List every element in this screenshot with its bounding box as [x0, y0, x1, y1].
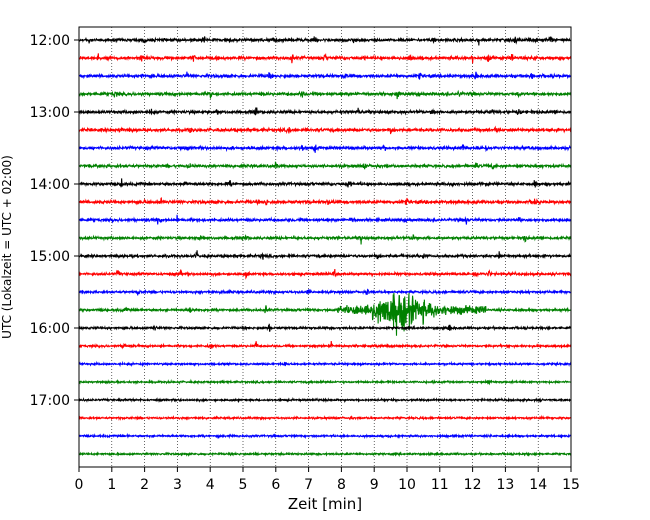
x-tick-label-4: 4: [206, 477, 215, 493]
trace-1200: [78, 36, 572, 46]
x-tick-label-2: 2: [140, 477, 149, 493]
trace-1230: [78, 71, 572, 80]
x-axis-label: Zeit [min]: [288, 495, 362, 513]
x-tick-label-5: 5: [239, 477, 248, 493]
y-tick-label-1600: 16:00: [30, 321, 70, 337]
trace-1500: [78, 250, 572, 260]
x-tick-label-1: 1: [107, 477, 116, 493]
trace-1445: [78, 234, 572, 245]
trace-1645: [78, 378, 572, 386]
x-tick-label-0: 0: [75, 477, 84, 493]
trace-1745: [78, 451, 572, 458]
trace-1215: [78, 52, 572, 64]
y-tick-label-1700: 17:00: [30, 393, 70, 409]
x-tick-label-7: 7: [304, 477, 313, 493]
x-tick-label-13: 13: [496, 477, 514, 493]
y-tick-label-1400: 14:00: [30, 177, 70, 193]
trace-1245: [78, 89, 572, 100]
trace-1530: [78, 288, 572, 296]
plot-frame: [78, 26, 572, 468]
trace-1315: [78, 125, 572, 135]
trace-1715: [78, 414, 572, 421]
trace-1600: [78, 323, 572, 332]
y-tick-label-1200: 12:00: [30, 33, 70, 49]
trace-1330: [78, 143, 572, 153]
x-axis: 0 1 2 3 4 5 6 7 8 9 10 11 12 13 14 15: [75, 467, 580, 493]
x-gridlines: [111, 27, 539, 467]
y-tick-label-1300: 13:00: [30, 105, 70, 121]
x-tick-label-10: 10: [398, 477, 416, 493]
seismogram-traces: [78, 36, 572, 458]
x-tick-label-8: 8: [337, 477, 346, 493]
trace-1345: [78, 161, 572, 170]
trace-1415: [78, 197, 572, 206]
y-axis: 12:00 13:00 14:00 15:00 16:00 17:00: [30, 33, 79, 409]
trace-1730: [78, 432, 572, 440]
trace-1700: [78, 396, 572, 404]
x-tick-label-9: 9: [370, 477, 379, 493]
x-tick-label-11: 11: [431, 477, 449, 493]
trace-1300: [78, 107, 572, 116]
y-tick-label-1500: 15:00: [30, 249, 70, 265]
x-tick-label-14: 14: [529, 477, 547, 493]
x-tick-label-6: 6: [271, 477, 280, 493]
x-tick-label-3: 3: [173, 477, 182, 493]
trace-1400: [78, 178, 572, 188]
trace-1630: [78, 360, 572, 368]
y-axis-label: UTC (Lokalzeit = UTC + 02:00): [0, 155, 14, 339]
trace-1430: [78, 214, 572, 225]
trace-1515: [78, 268, 572, 280]
trace-1615: [78, 340, 572, 350]
x-tick-label-12: 12: [464, 477, 482, 493]
trace-1545: [78, 292, 572, 336]
x-tick-label-15: 15: [562, 477, 580, 493]
